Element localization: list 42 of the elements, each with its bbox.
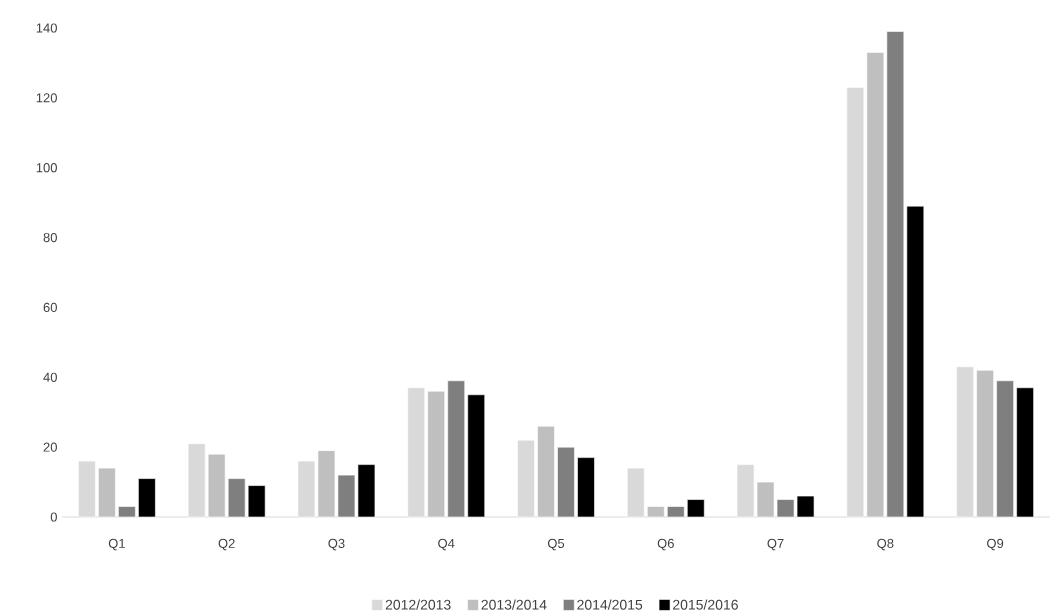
y-tick-label: 60 bbox=[43, 302, 57, 313]
bar bbox=[447, 380, 466, 518]
bar bbox=[686, 499, 705, 518]
bar bbox=[1016, 387, 1034, 518]
bar bbox=[996, 380, 1014, 518]
y-tick-label: 80 bbox=[43, 232, 57, 243]
bar bbox=[666, 506, 685, 518]
bar bbox=[976, 370, 994, 518]
x-tick-label: Q8 bbox=[877, 538, 894, 551]
bar bbox=[467, 394, 486, 518]
x-tick-label: Q6 bbox=[657, 538, 674, 551]
x-tick-label: Q3 bbox=[328, 538, 345, 551]
y-tick-label: 100 bbox=[36, 163, 57, 173]
x-tick-label: Q1 bbox=[108, 538, 125, 551]
x-tick-label: Q9 bbox=[987, 538, 1004, 551]
y-tick-label: 0 bbox=[50, 512, 57, 522]
bar bbox=[247, 485, 266, 518]
x-tick-label: Q5 bbox=[547, 538, 565, 551]
bar bbox=[537, 425, 555, 518]
legend-label: 2013/2014 bbox=[481, 599, 547, 610]
bar bbox=[118, 506, 136, 518]
y-tick-label: 140 bbox=[36, 23, 57, 33]
bar bbox=[557, 446, 575, 518]
y-tick-label: 20 bbox=[43, 442, 57, 452]
legend-label: 2014/2015 bbox=[577, 599, 643, 610]
bar bbox=[138, 478, 156, 518]
bar bbox=[866, 52, 885, 518]
legend-label: 2015/2016 bbox=[673, 599, 738, 610]
x-tick-label: Q2 bbox=[218, 538, 235, 551]
bar bbox=[577, 457, 595, 518]
y-tick-label: 40 bbox=[43, 372, 57, 382]
bar bbox=[886, 31, 905, 518]
bar bbox=[227, 478, 246, 518]
bar bbox=[427, 390, 446, 518]
y-tick-label: 120 bbox=[36, 93, 57, 103]
x-tick-label: Q7 bbox=[767, 538, 784, 551]
x-tick-label: Q4 bbox=[438, 538, 455, 551]
bar bbox=[646, 506, 665, 518]
bar bbox=[207, 453, 226, 518]
bar bbox=[98, 467, 116, 518]
legend-label: 2012/2013 bbox=[385, 599, 451, 610]
bar bbox=[906, 205, 925, 518]
